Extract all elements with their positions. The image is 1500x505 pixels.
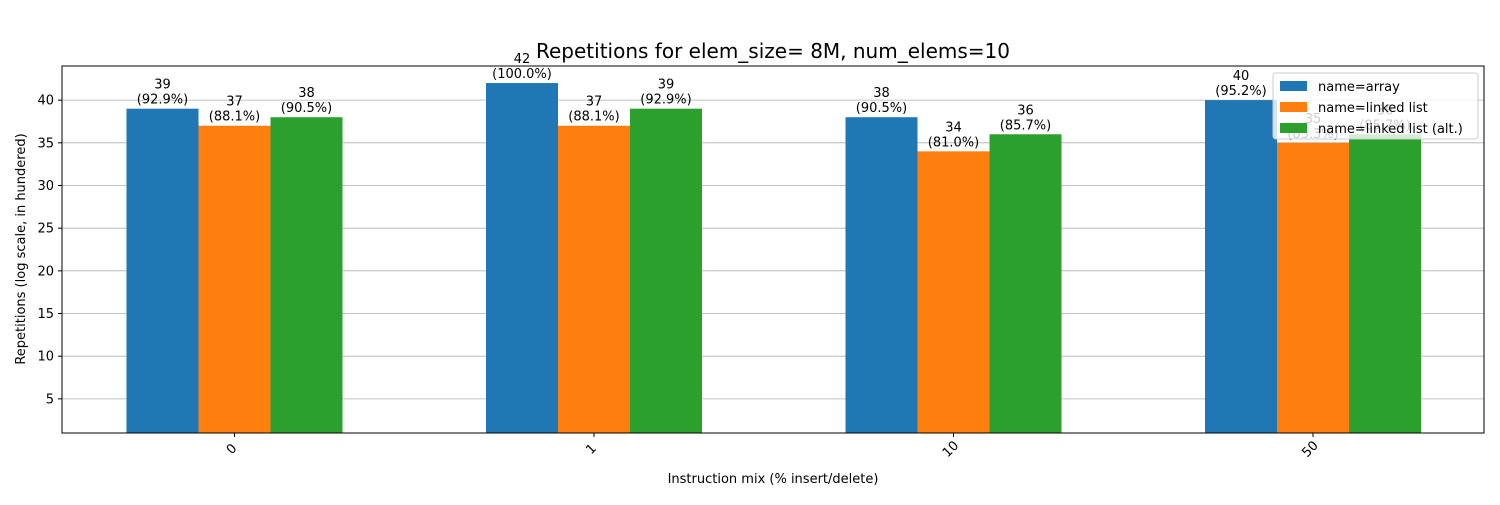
bar-value-label: 36 — [1017, 103, 1034, 118]
x-tick-label: 10 — [940, 438, 962, 460]
legend: name=array name=linked list name=linked li… — [1272, 72, 1479, 140]
bar-percent-label: (90.5%) — [856, 101, 907, 116]
legend-label: name=array — [1318, 80, 1400, 95]
x-axis-label: Instruction mix (% insert/delete) — [668, 472, 879, 487]
bar — [917, 151, 990, 434]
legend-swatch — [1280, 123, 1307, 133]
chart-title: Repetitions for elem_size= 8M, num_elems… — [536, 39, 1010, 63]
bar-value-label: 34 — [945, 120, 962, 135]
bar — [1205, 100, 1277, 434]
bar-percent-label: (95.2%) — [1215, 84, 1266, 99]
bar — [630, 108, 702, 434]
y-axis-label: Repetitions (log scale, in hundered) — [14, 133, 29, 364]
bar-value-label: 40 — [1233, 69, 1250, 84]
bar — [198, 125, 271, 433]
x-tick-label: 0 — [224, 441, 240, 457]
bar — [486, 83, 558, 434]
bar — [558, 125, 630, 433]
x-tick-label: 50 — [1299, 438, 1321, 460]
bar-value-label: 37 — [226, 95, 243, 110]
bar — [989, 134, 1062, 434]
y-tick-label: 10 — [37, 350, 54, 365]
legend-swatch — [1280, 81, 1307, 91]
bar-value-label: 39 — [154, 78, 171, 93]
bar-percent-label: (100.0%) — [492, 67, 552, 82]
y-tick-label: 5 — [46, 392, 54, 407]
bar-value-label: 42 — [514, 52, 531, 67]
bar — [845, 117, 918, 434]
bar-value-label: 38 — [873, 86, 890, 101]
bar-percent-label: (81.0%) — [928, 135, 979, 150]
legend-box — [1272, 72, 1479, 140]
plot-frame — [61, 65, 1485, 434]
bar-value-label: 39 — [658, 78, 675, 93]
y-tick-label: 15 — [37, 307, 54, 322]
y-tick-label: 35 — [37, 136, 54, 151]
bar-percent-label: (88.1%) — [209, 110, 260, 125]
bar-percent-label: (85.7%) — [1000, 118, 1051, 133]
legend-label: name=linked list (alt.) — [1318, 122, 1463, 137]
bars — [126, 83, 1421, 434]
y-tick-label: 25 — [37, 222, 54, 237]
x-tick-label: 1 — [583, 441, 599, 457]
y-tick-label: 20 — [37, 264, 54, 279]
y-tick-label: 30 — [37, 179, 54, 194]
bar — [126, 108, 199, 434]
legend-swatch — [1280, 102, 1307, 112]
bar — [1277, 142, 1349, 433]
legend-label: name=linked list — [1318, 101, 1428, 116]
bar-value-label: 37 — [586, 95, 603, 110]
bar — [1349, 134, 1421, 434]
bar-percent-label: (90.5%) — [281, 101, 332, 116]
bar-percent-label: (92.9%) — [640, 93, 691, 108]
bar-value-label: 38 — [298, 86, 315, 101]
y-tick-label: 40 — [37, 94, 54, 109]
bar — [270, 117, 343, 434]
bar-percent-label: (92.9%) — [137, 93, 188, 108]
bar-percent-label: (88.1%) — [568, 110, 619, 125]
